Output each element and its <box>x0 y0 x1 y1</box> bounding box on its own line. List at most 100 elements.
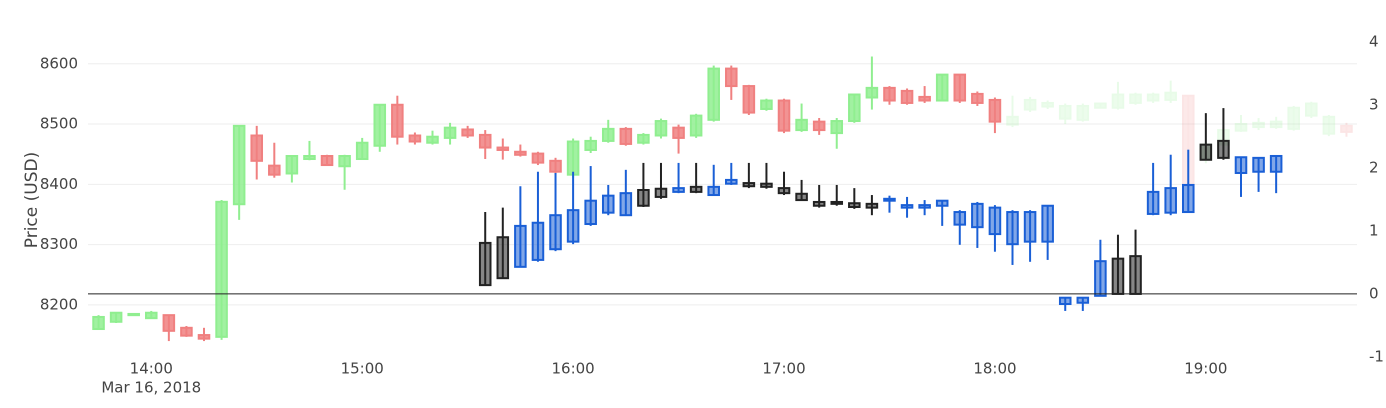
candle-body <box>971 202 984 229</box>
candle <box>215 200 228 340</box>
candle <box>531 151 545 166</box>
candle-body <box>566 209 580 243</box>
candle-body <box>566 140 580 176</box>
candle-body <box>92 315 105 331</box>
candle-body <box>531 152 545 164</box>
candle-body <box>1006 211 1019 246</box>
candle-body <box>760 99 773 110</box>
candle <box>689 162 703 194</box>
candle <box>988 205 1002 252</box>
candle <box>355 137 369 161</box>
candle-body <box>1164 91 1177 101</box>
candle-body <box>373 103 387 147</box>
candle-body <box>1305 102 1318 117</box>
candle-body <box>303 154 316 161</box>
candle-body <box>672 187 685 193</box>
candle-body <box>215 200 228 338</box>
candle <box>1076 103 1090 122</box>
candle <box>953 210 967 245</box>
candle <box>637 162 650 208</box>
candle-body <box>1023 211 1037 243</box>
candle <box>900 196 914 218</box>
candle-body <box>953 211 967 226</box>
y-tick-label: 8600 <box>40 54 78 72</box>
candle-body <box>1006 115 1019 126</box>
candle-body <box>1217 139 1230 159</box>
candle-body <box>1041 204 1054 243</box>
candle <box>795 179 808 202</box>
candle-body <box>848 93 861 123</box>
candle <box>883 195 896 213</box>
candle-body <box>725 178 738 185</box>
candle <box>145 310 158 320</box>
candle <box>1041 204 1054 260</box>
candle-body <box>478 133 492 149</box>
x-tick-label: 19:00 <box>1184 360 1227 378</box>
candle-body <box>953 73 967 102</box>
candle <box>848 93 861 123</box>
candle <box>461 125 474 138</box>
candle-body <box>320 154 334 167</box>
candle-body <box>707 67 720 121</box>
candle-body <box>637 188 650 207</box>
candle <box>549 157 562 175</box>
candle <box>812 118 826 135</box>
candle-body <box>338 154 351 168</box>
candle-body <box>1181 183 1195 214</box>
candle <box>1287 105 1300 131</box>
candle-body <box>514 224 527 268</box>
candle <box>127 312 140 317</box>
candle <box>1094 102 1107 109</box>
candle-body <box>391 103 404 138</box>
candle <box>1094 239 1107 297</box>
candle <box>988 97 1002 134</box>
y-tick-label: 8200 <box>40 295 78 313</box>
candle <box>619 169 633 217</box>
candle-body <box>777 187 791 195</box>
candle <box>672 162 685 194</box>
candle-body <box>514 150 527 156</box>
x-tick-label: 17:00 <box>762 360 805 378</box>
candle-body <box>848 202 861 209</box>
candle <box>760 162 773 189</box>
candle-body <box>584 199 597 226</box>
candle <box>408 132 422 145</box>
candle <box>777 171 791 196</box>
candle <box>742 162 756 189</box>
candle <box>689 113 703 138</box>
candle-body <box>865 86 879 99</box>
candle <box>1006 210 1019 265</box>
candle <box>478 212 492 287</box>
candle <box>1111 81 1125 110</box>
candle-body <box>1129 93 1142 104</box>
candle <box>232 124 246 220</box>
candle-body <box>883 197 896 202</box>
candle-body <box>268 164 281 176</box>
candle <box>1340 122 1353 137</box>
candle-body <box>1234 156 1248 174</box>
candle-body <box>988 206 1002 236</box>
candle-body <box>443 126 457 139</box>
candle-body <box>1094 260 1107 297</box>
candle-body <box>109 311 123 323</box>
candle <box>654 118 668 139</box>
candle <box>1041 100 1054 109</box>
candle <box>1234 115 1248 132</box>
candle <box>707 164 720 197</box>
candle-body <box>812 120 826 132</box>
candle-body <box>549 159 562 173</box>
candle-body <box>637 133 650 144</box>
candle <box>830 118 844 149</box>
candle-body <box>601 127 615 142</box>
candle-body <box>654 187 668 198</box>
candle-body <box>935 73 949 102</box>
candle-body <box>1252 156 1265 173</box>
candle-body <box>900 89 914 104</box>
candle <box>1234 156 1248 197</box>
x-tick-label: 14:00 <box>130 360 173 378</box>
candle <box>1305 101 1318 119</box>
candle <box>883 86 896 105</box>
candle <box>566 171 580 245</box>
candle <box>795 103 808 132</box>
candle-series <box>478 108 1283 311</box>
